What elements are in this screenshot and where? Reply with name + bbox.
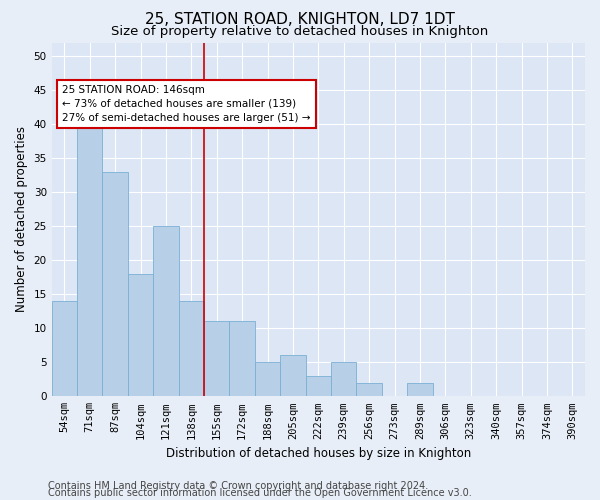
Bar	[305, 376, 331, 396]
Bar	[179, 301, 204, 396]
Bar	[153, 226, 179, 396]
Text: Contains public sector information licensed under the Open Government Licence v3: Contains public sector information licen…	[48, 488, 472, 498]
X-axis label: Distribution of detached houses by size in Knighton: Distribution of detached houses by size …	[166, 447, 471, 460]
Text: 25, STATION ROAD, KNIGHTON, LD7 1DT: 25, STATION ROAD, KNIGHTON, LD7 1DT	[145, 12, 455, 28]
Bar	[407, 382, 433, 396]
Bar	[331, 362, 356, 396]
Bar	[103, 172, 128, 396]
Bar	[128, 274, 153, 396]
Bar	[356, 382, 382, 396]
Text: Contains HM Land Registry data © Crown copyright and database right 2024.: Contains HM Land Registry data © Crown c…	[48, 481, 428, 491]
Text: Size of property relative to detached houses in Knighton: Size of property relative to detached ho…	[112, 25, 488, 38]
Bar	[255, 362, 280, 396]
Y-axis label: Number of detached properties: Number of detached properties	[15, 126, 28, 312]
Bar	[52, 301, 77, 396]
Bar	[204, 322, 229, 396]
Text: 25 STATION ROAD: 146sqm
← 73% of detached houses are smaller (139)
27% of semi-d: 25 STATION ROAD: 146sqm ← 73% of detache…	[62, 85, 311, 123]
Bar	[229, 322, 255, 396]
Bar	[77, 124, 103, 396]
Bar	[280, 356, 305, 397]
